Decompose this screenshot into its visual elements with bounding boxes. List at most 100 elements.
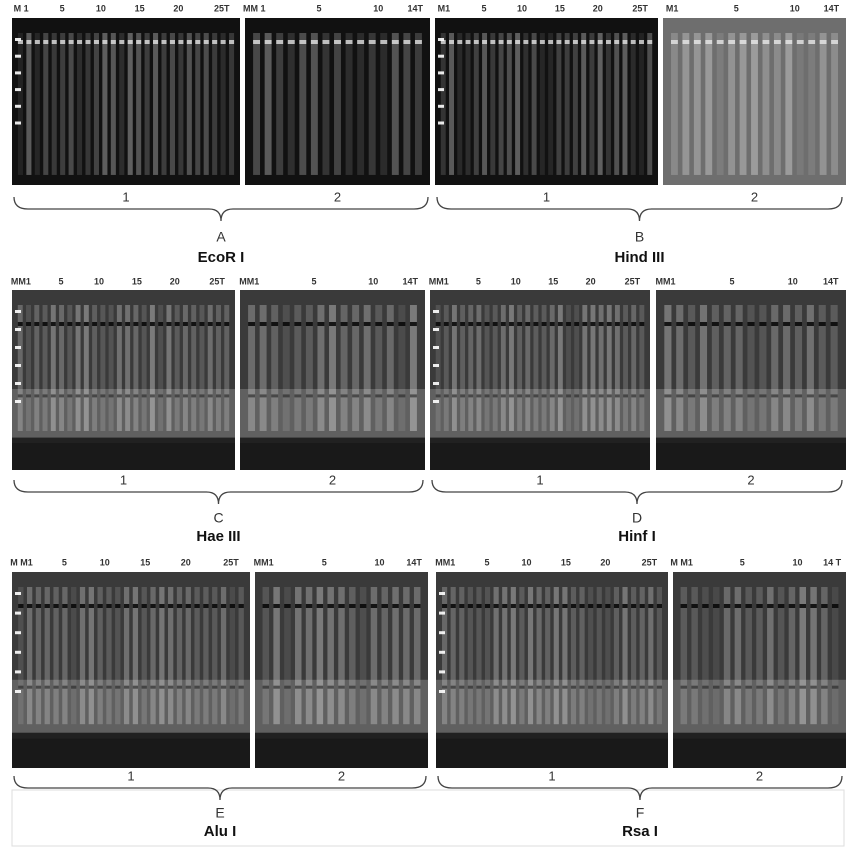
gel-band bbox=[476, 685, 482, 689]
gel-band bbox=[751, 40, 758, 44]
gel-band bbox=[533, 394, 539, 398]
gel-band bbox=[515, 40, 521, 44]
gel-lane bbox=[492, 305, 498, 431]
gel-band bbox=[271, 394, 279, 398]
gel-band bbox=[548, 40, 554, 44]
gel-lane bbox=[35, 587, 42, 725]
gel-lane bbox=[515, 33, 521, 175]
gel-band bbox=[125, 322, 131, 326]
gel-band bbox=[35, 604, 42, 608]
gel-band bbox=[191, 322, 197, 326]
lane-label: 15 bbox=[561, 557, 571, 567]
gel-lane bbox=[545, 587, 551, 725]
gel-lane bbox=[100, 305, 106, 431]
gel-band bbox=[26, 685, 33, 689]
gel-lane bbox=[680, 587, 688, 725]
gel-band bbox=[818, 322, 826, 326]
gel-lane bbox=[821, 587, 828, 725]
gel-band bbox=[392, 604, 399, 608]
gel-bottom bbox=[12, 437, 235, 470]
gel-band bbox=[484, 394, 490, 398]
group-label: 1 bbox=[122, 189, 129, 204]
gel-lane bbox=[773, 33, 781, 175]
gel-band bbox=[457, 40, 463, 44]
gel-band bbox=[639, 322, 645, 326]
gel-lane bbox=[338, 587, 345, 725]
gel-band bbox=[310, 40, 318, 44]
gel-band bbox=[831, 685, 839, 689]
marker-band bbox=[15, 88, 21, 92]
gel-band bbox=[176, 685, 183, 689]
marker-band bbox=[15, 121, 21, 125]
gel-band bbox=[531, 40, 537, 44]
lane-label: 5 bbox=[59, 276, 64, 286]
gel-band bbox=[570, 604, 577, 608]
gel-band bbox=[18, 685, 24, 689]
marker-band bbox=[15, 650, 21, 654]
gel-band bbox=[316, 604, 324, 608]
gel-band bbox=[574, 394, 580, 398]
gel-band bbox=[363, 394, 371, 398]
gel-band bbox=[745, 604, 752, 608]
gel-lane bbox=[60, 33, 66, 175]
gel-band bbox=[17, 322, 23, 326]
gel-band bbox=[596, 604, 602, 608]
gel-band bbox=[220, 40, 226, 44]
gel-lane bbox=[191, 305, 197, 431]
gel-band bbox=[125, 394, 131, 398]
gel-lane bbox=[566, 305, 571, 431]
gel-band bbox=[442, 604, 448, 608]
gel-band bbox=[574, 322, 580, 326]
gel-band bbox=[435, 322, 441, 326]
gel-band bbox=[60, 40, 66, 44]
lane-label: 10 bbox=[94, 276, 104, 286]
gel-band bbox=[216, 394, 221, 398]
gel-lane bbox=[352, 305, 360, 431]
gel-band bbox=[527, 685, 534, 689]
gel-lane bbox=[391, 33, 399, 175]
gel-image bbox=[435, 18, 658, 185]
lane-label: 20 bbox=[170, 276, 180, 286]
gel-lane bbox=[723, 305, 731, 431]
gel-band bbox=[62, 685, 68, 689]
gel-lane bbox=[178, 33, 184, 175]
gel-band bbox=[97, 604, 103, 608]
gel-lane bbox=[340, 305, 348, 431]
gel-lane bbox=[299, 33, 307, 175]
gel-band bbox=[259, 322, 267, 326]
gel-band bbox=[794, 322, 803, 326]
gel-band bbox=[762, 40, 770, 44]
gel-band bbox=[295, 685, 302, 689]
gel-band bbox=[340, 322, 348, 326]
gel-lane bbox=[238, 587, 244, 725]
gel-lane bbox=[705, 33, 713, 175]
gel-band bbox=[484, 604, 491, 608]
gel-lane bbox=[50, 305, 56, 431]
gel-band bbox=[711, 322, 719, 326]
gel-lane bbox=[490, 33, 496, 175]
lane-label: 10 bbox=[788, 276, 798, 286]
gel-lane bbox=[174, 305, 180, 431]
panel-letter: F bbox=[636, 805, 645, 821]
gel-lane bbox=[549, 305, 555, 431]
lane-label: 5 bbox=[476, 276, 481, 286]
gel-band bbox=[676, 394, 684, 398]
gel-band bbox=[788, 685, 796, 689]
gel-lane bbox=[368, 33, 376, 175]
gel-lane bbox=[294, 305, 302, 431]
gel-band bbox=[785, 40, 793, 44]
marker-band bbox=[433, 310, 439, 313]
gel-band bbox=[783, 394, 791, 398]
gel-band bbox=[26, 40, 32, 44]
gel-band bbox=[216, 322, 221, 326]
gel-band bbox=[34, 322, 40, 326]
gel-lane bbox=[831, 33, 838, 175]
gel-band bbox=[106, 604, 112, 608]
gel-lane bbox=[93, 33, 99, 175]
gel-band bbox=[688, 322, 696, 326]
gel-lane bbox=[185, 587, 191, 725]
gel-band bbox=[756, 604, 763, 608]
gel-lane bbox=[132, 587, 139, 725]
gel-band bbox=[75, 394, 81, 398]
